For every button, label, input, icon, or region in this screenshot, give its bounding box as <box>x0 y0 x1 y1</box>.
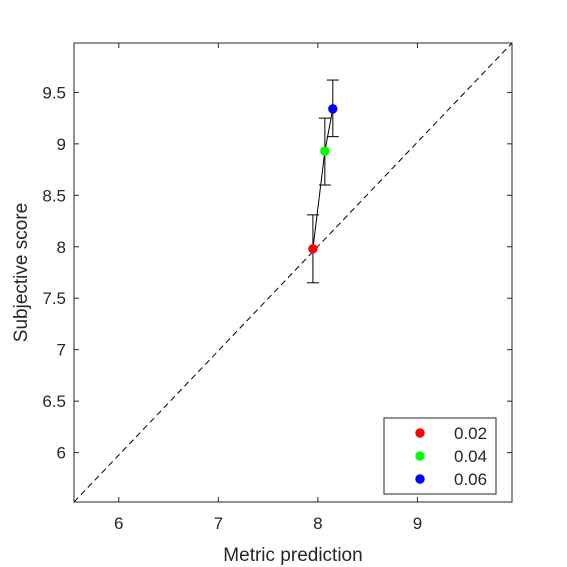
y-tick-label: 8 <box>57 238 66 257</box>
y-tick-label: 7 <box>57 341 66 360</box>
x-tick-label: 6 <box>114 514 123 533</box>
x-tick-label: 9 <box>413 514 422 533</box>
data-marks <box>306 79 339 284</box>
x-tick-label: 7 <box>214 514 223 533</box>
y-tick-label: 9.5 <box>42 83 66 102</box>
x-axis-label: Metric prediction <box>223 545 362 566</box>
legend: 0.02 0.04 0.06 <box>383 417 497 495</box>
legend-label: 0.06 <box>454 470 487 489</box>
legend-label: 0.04 <box>454 447 487 466</box>
y-tick-label: 9 <box>57 135 66 154</box>
legend-box <box>383 417 497 495</box>
legend-marker-0.02 <box>415 428 425 438</box>
legend-marker-0.04 <box>415 451 425 461</box>
y-tick-label: 7.5 <box>42 289 66 308</box>
data-point-0.06 <box>328 104 338 114</box>
y-tick-label: 6 <box>57 444 66 463</box>
legend-label: 0.02 <box>454 424 487 443</box>
axis-ticks: 6 7 8 9 6 6.5 7 7.5 8 8.5 9 9.5 <box>42 43 512 533</box>
data-point-0.04 <box>320 146 330 156</box>
identity-reference-line <box>73 42 513 503</box>
x-tick-label: 8 <box>313 514 322 533</box>
data-point-0.02 <box>308 244 318 254</box>
legend-marker-0.06 <box>415 474 425 484</box>
y-tick-label: 8.5 <box>42 186 66 205</box>
plot-area-frame <box>73 42 513 503</box>
y-tick-label: 6.5 <box>42 392 66 411</box>
y-axis-label: Subjective score <box>11 203 32 342</box>
